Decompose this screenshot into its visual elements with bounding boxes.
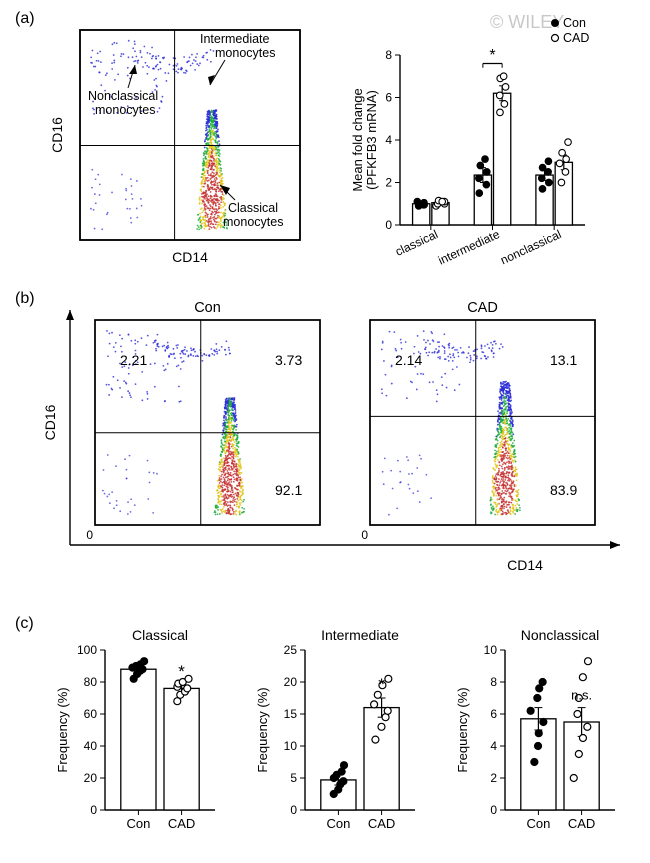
svg-text:20: 20 — [84, 771, 98, 785]
svg-text:0: 0 — [490, 803, 497, 817]
svg-text:13.1: 13.1 — [550, 352, 577, 368]
svg-text:Intermediate: Intermediate — [321, 627, 399, 643]
svg-text:5: 5 — [290, 771, 297, 785]
panel-c-chart-1: 0 5 10 15 20 25 Frequency (%) Intermediate Con CA… — [255, 627, 415, 831]
svg-text:CD16: CD16 — [42, 404, 58, 440]
svg-text:nonclassical: nonclassical — [498, 227, 563, 267]
svg-text:Con: Con — [126, 816, 150, 831]
svg-text:Con: Con — [326, 816, 350, 831]
svg-text:classical: classical — [393, 227, 440, 259]
svg-text:4: 4 — [490, 739, 497, 753]
svg-text:Con: Con — [563, 16, 586, 30]
svg-text:40: 40 — [84, 739, 98, 753]
svg-text:*: * — [378, 675, 385, 694]
svg-text:25: 25 — [284, 643, 298, 657]
svg-text:monocytes: monocytes — [215, 46, 275, 60]
svg-text:Classical: Classical — [228, 201, 278, 215]
svg-text:0: 0 — [90, 803, 97, 817]
svg-text:0: 0 — [86, 528, 93, 542]
svg-text:CD14: CD14 — [507, 557, 543, 573]
svg-text:*: * — [489, 47, 495, 64]
svg-text:100: 100 — [77, 643, 97, 657]
svg-text:CAD: CAD — [467, 300, 498, 316]
svg-text:intermediate: intermediate — [436, 227, 502, 268]
svg-text:3.73: 3.73 — [275, 352, 302, 368]
svg-text:6: 6 — [385, 91, 392, 105]
svg-text:6: 6 — [490, 707, 497, 721]
svg-text:Nonclassical: Nonclassical — [88, 89, 158, 103]
svg-text:60: 60 — [84, 707, 98, 721]
svg-text:2: 2 — [385, 176, 392, 190]
panel-c-chart-0: 0 20 40 60 80 100 Frequency (%) Classical Con CAD… — [55, 627, 215, 831]
svg-text:10: 10 — [484, 643, 498, 657]
svg-text:CAD: CAD — [563, 31, 589, 45]
svg-text:monocytes: monocytes — [223, 215, 283, 229]
svg-text:monocytes: monocytes — [95, 103, 155, 117]
panel-b-plot-0: 2.21 3.73 92.1 0 — [86, 320, 320, 542]
svg-text:Intermediate: Intermediate — [200, 32, 270, 46]
svg-text:0: 0 — [290, 803, 297, 817]
svg-text:80: 80 — [84, 675, 98, 689]
svg-text:CAD: CAD — [368, 816, 395, 831]
svg-text:(PFKFB3 mRNA): (PFKFB3 mRNA) — [364, 90, 379, 190]
panel-a-barchart: 0 2 4 6 8 Mean fold change(PFKFB3 mRNA) classi… — [350, 16, 589, 268]
legend: ConCAD — [552, 16, 590, 45]
svg-text:*: * — [178, 662, 185, 681]
svg-text:2.14: 2.14 — [395, 352, 422, 368]
figure-svg: CD14CD16IntermediatemonocytesNonclassica… — [0, 0, 650, 863]
svg-text:15: 15 — [284, 707, 298, 721]
svg-text:20: 20 — [284, 675, 298, 689]
svg-text:Con: Con — [526, 816, 550, 831]
svg-text:83.9: 83.9 — [550, 482, 577, 498]
svg-text:0: 0 — [385, 218, 392, 232]
svg-text:Frequency (%): Frequency (%) — [455, 687, 470, 772]
svg-text:Frequency (%): Frequency (%) — [255, 687, 270, 772]
svg-text:CD14: CD14 — [172, 249, 208, 265]
svg-text:8: 8 — [490, 675, 497, 689]
svg-text:CAD: CAD — [568, 816, 595, 831]
svg-text:92.1: 92.1 — [275, 482, 302, 498]
svg-text:CAD: CAD — [168, 816, 195, 831]
svg-text:n.s.: n.s. — [571, 688, 592, 703]
svg-text:8: 8 — [385, 48, 392, 62]
panel-b-plot-1: 2.14 13.1 83.9 0 — [361, 320, 595, 542]
svg-text:0: 0 — [361, 528, 368, 542]
svg-text:CD16: CD16 — [49, 117, 65, 153]
svg-text:2: 2 — [490, 771, 497, 785]
svg-text:2.21: 2.21 — [120, 352, 147, 368]
panel-c-chart-2: 0 2 4 6 8 10 Frequency (%) Nonclassical Con CAD n.… — [455, 627, 615, 831]
svg-text:10: 10 — [284, 739, 298, 753]
svg-text:Classical: Classical — [132, 627, 188, 643]
svg-text:Frequency (%): Frequency (%) — [55, 687, 70, 772]
svg-text:4: 4 — [385, 133, 392, 147]
svg-text:Mean fold change: Mean fold change — [350, 88, 365, 191]
svg-text:Con: Con — [194, 300, 221, 316]
svg-text:Nonclassical: Nonclassical — [521, 627, 600, 643]
